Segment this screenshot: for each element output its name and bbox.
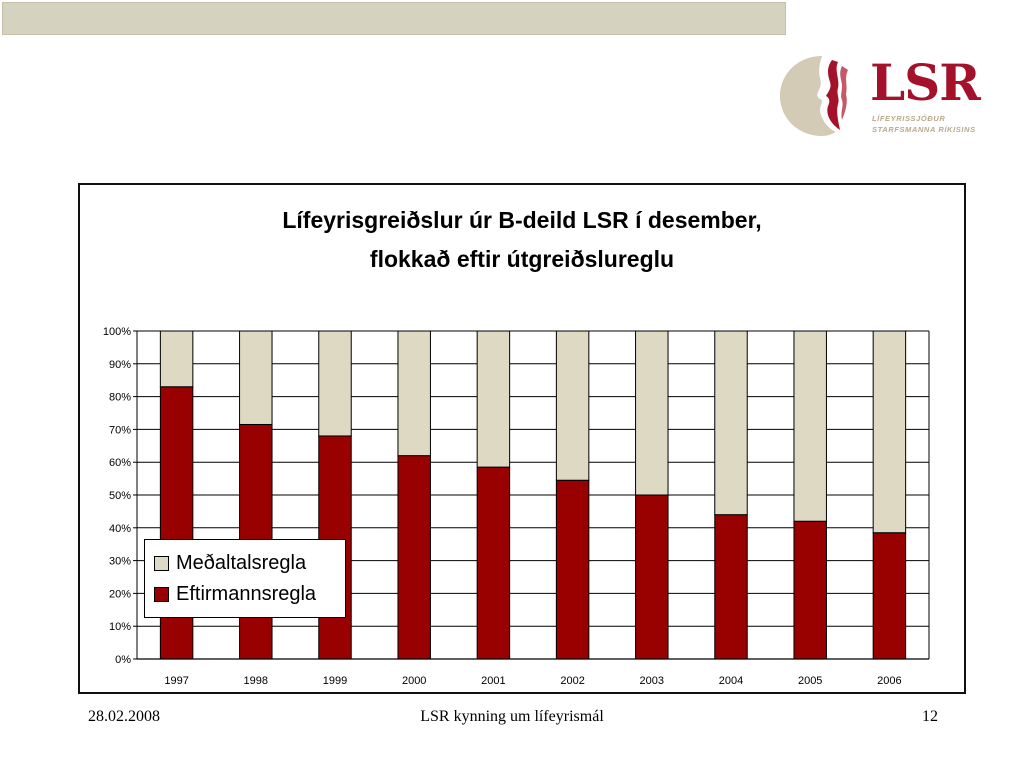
bar-segment: [555, 479, 590, 660]
bar-segment: [635, 494, 669, 660]
logo-wordmark: LSR: [870, 53, 981, 112]
legend-label-medaltalsregla: Meðaltalsregla: [176, 551, 307, 574]
chart-title-line2: flokkað eftir útgreiðslureglu: [369, 246, 675, 272]
bar-segment: [476, 466, 511, 660]
y-tick-label: 90%: [109, 359, 131, 371]
y-tick-label: 60%: [109, 457, 131, 469]
x-tick-label: 2005: [798, 675, 822, 687]
header-band: [2, 2, 786, 35]
legend-item-medaltalsregla: Meðaltalsregla: [154, 550, 306, 576]
x-tick-label: 2000: [402, 675, 426, 687]
bar-segment: [872, 330, 907, 534]
logo-subtitle-line2: STARFSMANNA RÍKISINS: [872, 125, 976, 134]
y-tick-label: 40%: [109, 523, 131, 535]
bar-segment: [714, 330, 748, 516]
profile-logo-icon: [780, 56, 848, 136]
logo-subtitle-line1: LÍFEYRISSJÓÐUR: [872, 114, 946, 123]
y-tick-label: 0%: [115, 654, 131, 666]
footer-title: LSR kynning um lífeyrismál: [420, 708, 604, 725]
bar-segment: [318, 330, 352, 437]
y-tick-label: 50%: [109, 490, 131, 502]
x-tick-label: 2006: [877, 675, 901, 687]
bar-segment: [714, 514, 748, 660]
y-tick-label: 70%: [109, 424, 131, 436]
y-tick-label: 80%: [109, 392, 131, 404]
bar-segment: [159, 330, 194, 388]
chart-title-line1: Lífeyrisgreiðslur úr B-deild LSR í desem…: [282, 207, 762, 233]
bar-segment: [159, 386, 194, 660]
legend-swatch-medaltalsregla: [154, 555, 169, 571]
bar-segment: [397, 330, 431, 457]
x-tick-label: 2001: [481, 675, 505, 687]
bar-segment: [635, 330, 669, 496]
bar-segment: [239, 330, 273, 425]
legend-swatch-eftirmannsregla: [154, 586, 169, 602]
legend-item-eftirmannsregla: Eftirmannsregla: [154, 581, 316, 607]
x-tick-label: 1997: [164, 675, 188, 687]
y-tick-label: 20%: [109, 588, 131, 600]
bar-segment: [476, 330, 511, 468]
x-tick-label: 2003: [640, 675, 664, 687]
bar-segment: [793, 330, 827, 522]
lsr-logo: LSR LÍFEYRISSJÓÐUR STARFSMANNA RÍKISINS: [776, 50, 1006, 142]
y-tick-label: 100%: [103, 326, 131, 338]
y-tick-label: 30%: [109, 556, 131, 568]
bar-segment: [872, 532, 907, 660]
x-tick-label: 2004: [719, 675, 743, 687]
footer-page-number: 12: [922, 708, 938, 725]
y-tick-label: 10%: [109, 621, 131, 633]
legend-label-eftirmannsregla: Eftirmannsregla: [176, 582, 317, 605]
chart-panel: Lífeyrisgreiðslur úr B-deild LSR í desem…: [78, 183, 966, 694]
chart-legend: Meðaltalsregla Eftirmannsregla: [144, 539, 346, 618]
footer-date: 28.02.2008: [88, 708, 160, 725]
x-tick-label: 1999: [323, 675, 347, 687]
x-tick-label: 2002: [560, 675, 584, 687]
bar-segment: [793, 520, 827, 660]
bar-segment: [397, 455, 431, 660]
x-tick-label: 1998: [244, 675, 268, 687]
bar-segment: [555, 330, 590, 481]
